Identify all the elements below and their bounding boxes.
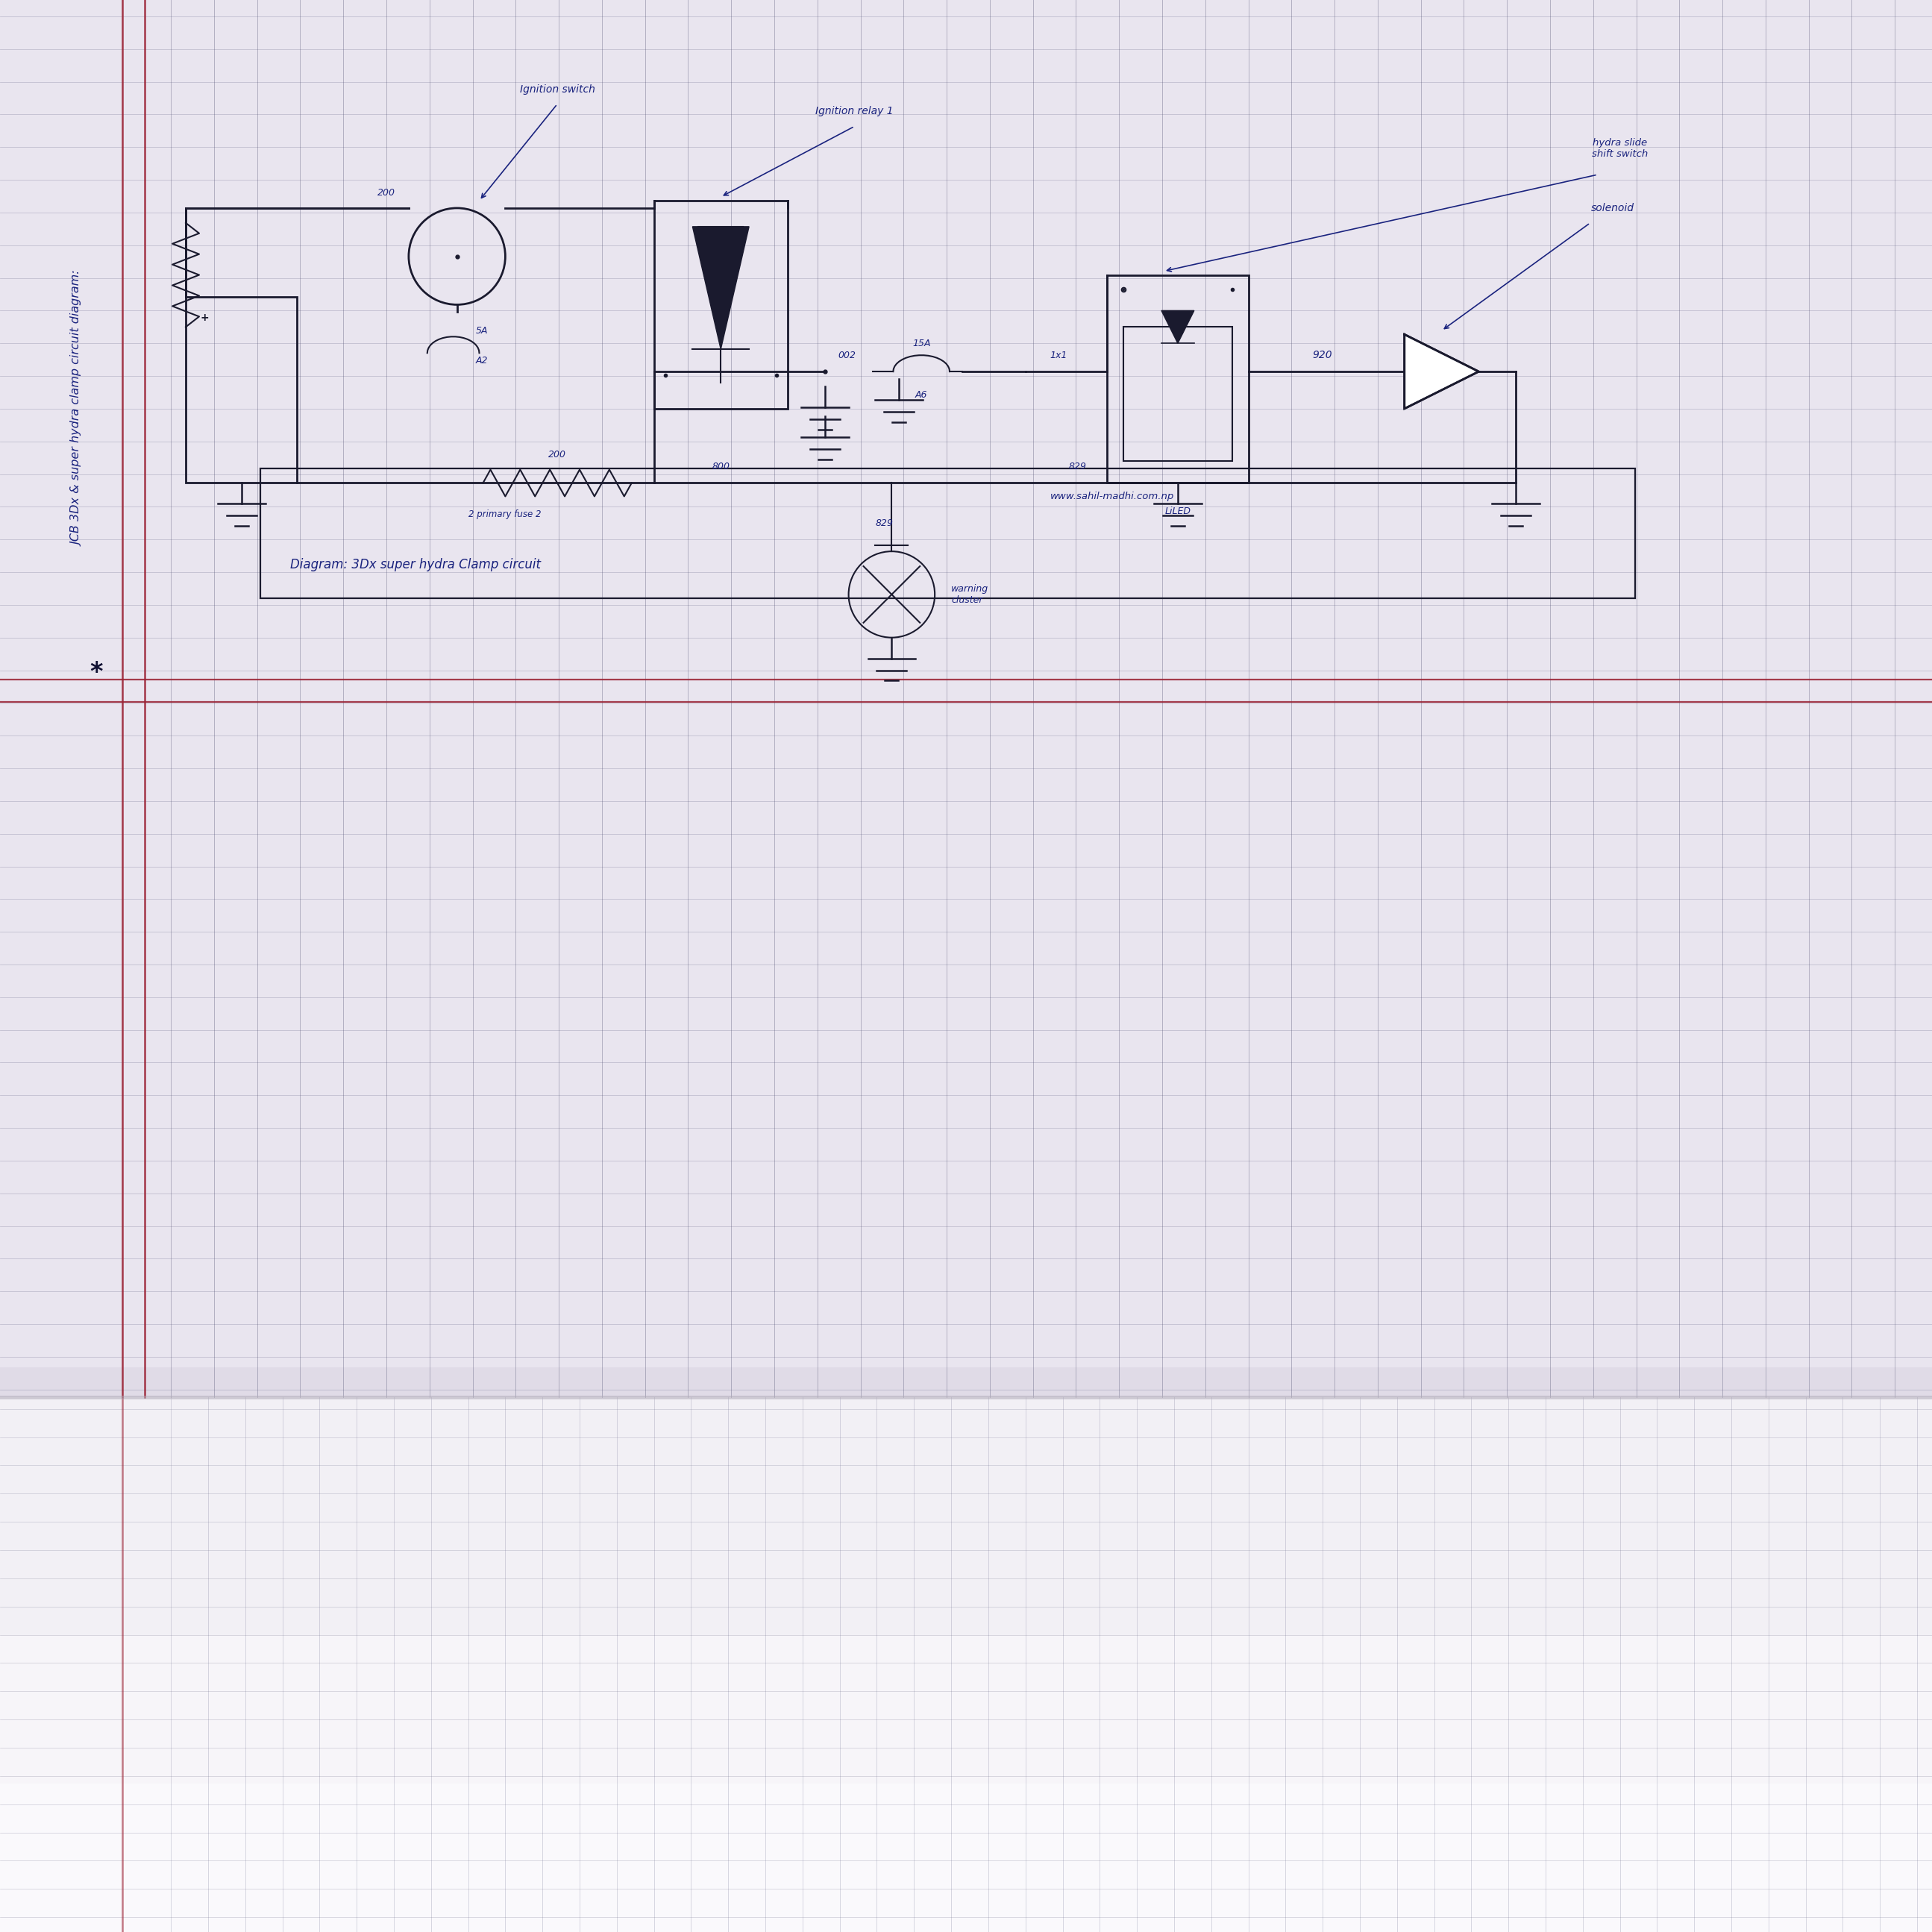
- Text: solenoid: solenoid: [1590, 203, 1634, 213]
- Bar: [0, 1783, 1932, 1932]
- Bar: [653, 201, 788, 410]
- Text: LiLED: LiLED: [1165, 506, 1190, 516]
- Text: www.sahil-madhi.com.np: www.sahil-madhi.com.np: [1051, 491, 1175, 500]
- Bar: [1124, 327, 1233, 460]
- Bar: [0, 1634, 1932, 1932]
- Text: A2: A2: [475, 355, 489, 365]
- Text: 5A: 5A: [475, 327, 489, 336]
- Text: 829: 829: [875, 518, 893, 527]
- Text: hydra slide
shift switch: hydra slide shift switch: [1592, 139, 1648, 158]
- Text: *: *: [91, 661, 102, 684]
- Bar: [261, 468, 1634, 599]
- Text: 15A: 15A: [912, 338, 931, 348]
- Text: Diagram: 3Dx super hydra Clamp circuit: Diagram: 3Dx super hydra Clamp circuit: [290, 558, 541, 572]
- Text: 2 primary fuse 2: 2 primary fuse 2: [468, 510, 541, 520]
- Polygon shape: [692, 226, 750, 350]
- Text: warning
cluster: warning cluster: [951, 583, 989, 605]
- Text: A6: A6: [916, 390, 927, 400]
- Text: 920: 920: [1312, 350, 1333, 361]
- Text: 800: 800: [711, 462, 730, 471]
- Text: Ignition relay 1: Ignition relay 1: [815, 106, 895, 116]
- Polygon shape: [1405, 334, 1478, 410]
- Polygon shape: [1161, 311, 1194, 344]
- Bar: [185, 298, 298, 483]
- Text: Ignition switch: Ignition switch: [520, 83, 595, 95]
- Text: JCB 3Dx & super hydra clamp circuit diagram:: JCB 3Dx & super hydra clamp circuit diag…: [71, 270, 83, 547]
- Text: 1x1: 1x1: [1051, 350, 1068, 359]
- Bar: [0, 1397, 1932, 1932]
- Text: 002: 002: [838, 350, 856, 359]
- Text: 200: 200: [377, 187, 396, 199]
- Bar: [0, 0, 1932, 1397]
- Bar: [1107, 274, 1248, 483]
- Bar: [0, 1368, 1932, 1457]
- Text: +: +: [201, 313, 209, 323]
- Text: 829: 829: [1068, 462, 1086, 471]
- Text: 200: 200: [549, 450, 566, 460]
